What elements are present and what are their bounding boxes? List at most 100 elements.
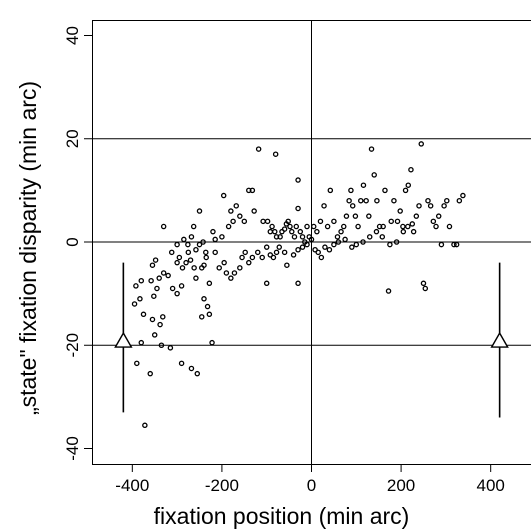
data-point [302, 239, 308, 245]
data-point [179, 265, 186, 271]
data-point [287, 223, 293, 230]
data-point [371, 172, 377, 178]
data-point [264, 218, 271, 225]
y-tick-label: 20 [63, 129, 82, 148]
data-point [188, 234, 195, 240]
triangle-marker [114, 331, 133, 348]
data-point [246, 259, 252, 266]
data-point [324, 223, 331, 230]
data-point [321, 203, 327, 209]
data-point [272, 151, 279, 157]
data-point [331, 241, 337, 248]
data-point [349, 244, 355, 250]
data-point [204, 303, 211, 310]
data-point [167, 345, 174, 351]
data-point [201, 262, 207, 268]
data-point [290, 252, 297, 258]
data-point [366, 213, 372, 219]
data-point [147, 370, 153, 377]
data-point [408, 166, 414, 173]
data-point [149, 316, 156, 323]
data-point [393, 239, 400, 245]
y-tick-label: 40 [63, 26, 82, 45]
data-point [409, 221, 416, 227]
data-point [249, 187, 256, 194]
data-point [306, 234, 313, 240]
data-point [200, 239, 206, 245]
data-point [255, 146, 262, 152]
data-point [433, 223, 439, 230]
data-point [299, 244, 306, 250]
data-point [196, 241, 203, 248]
data-point [299, 234, 306, 240]
data-point [310, 223, 317, 230]
data-point [137, 296, 143, 302]
data-point [353, 241, 360, 248]
data-point [151, 332, 158, 338]
data-point [149, 262, 156, 268]
data-point [358, 197, 364, 204]
data-point [418, 141, 424, 147]
data-point [181, 236, 187, 243]
data-point [178, 360, 185, 367]
data-point [285, 218, 291, 225]
y-tick-label: -20 [63, 333, 82, 358]
data-point [400, 228, 407, 235]
data-point [158, 342, 165, 349]
data-point [318, 254, 325, 261]
data-point [420, 280, 427, 287]
data-point [178, 283, 185, 289]
data-point [341, 223, 347, 230]
data-point [151, 293, 157, 299]
data-point [277, 234, 283, 240]
data-point [160, 314, 166, 320]
data-point [168, 249, 175, 256]
data-point [314, 228, 320, 235]
data-point [291, 234, 298, 240]
data-point [405, 182, 412, 188]
data-point [385, 288, 392, 294]
data-point [297, 228, 304, 235]
data-point [352, 213, 359, 219]
data-point [402, 187, 409, 194]
data-point [233, 203, 239, 209]
x-tick-label: -200 [205, 476, 239, 495]
data-point [160, 223, 167, 230]
data-point [322, 244, 328, 250]
data-point [373, 228, 380, 235]
data-point [194, 370, 201, 377]
data-point [237, 213, 243, 219]
data-point [138, 339, 145, 346]
data-point [228, 275, 234, 281]
data-point [327, 187, 334, 194]
data-point [263, 244, 270, 250]
data-point [254, 249, 261, 256]
data-point [216, 265, 222, 271]
data-point [397, 208, 403, 214]
data-point [335, 239, 342, 245]
data-point [241, 218, 248, 225]
data-point [388, 218, 394, 225]
data-point [267, 228, 274, 235]
data-point [190, 223, 197, 230]
data-point [225, 223, 232, 230]
data-point [343, 213, 350, 219]
data-point [430, 218, 437, 225]
data-point [260, 218, 266, 225]
data-point [148, 277, 154, 284]
data-point [196, 208, 203, 214]
x-tick-label: 0 [307, 476, 316, 495]
data-point [295, 246, 301, 253]
data-point [405, 223, 411, 230]
data-point [460, 192, 466, 199]
data-point [239, 254, 245, 261]
data-point [326, 246, 333, 253]
data-point [259, 254, 265, 261]
data-point [174, 290, 180, 297]
data-point [198, 314, 205, 320]
plot-frame [92, 20, 531, 465]
data-point [346, 197, 352, 204]
data-point [435, 213, 442, 219]
data-point [133, 283, 139, 289]
data-point [379, 234, 386, 240]
